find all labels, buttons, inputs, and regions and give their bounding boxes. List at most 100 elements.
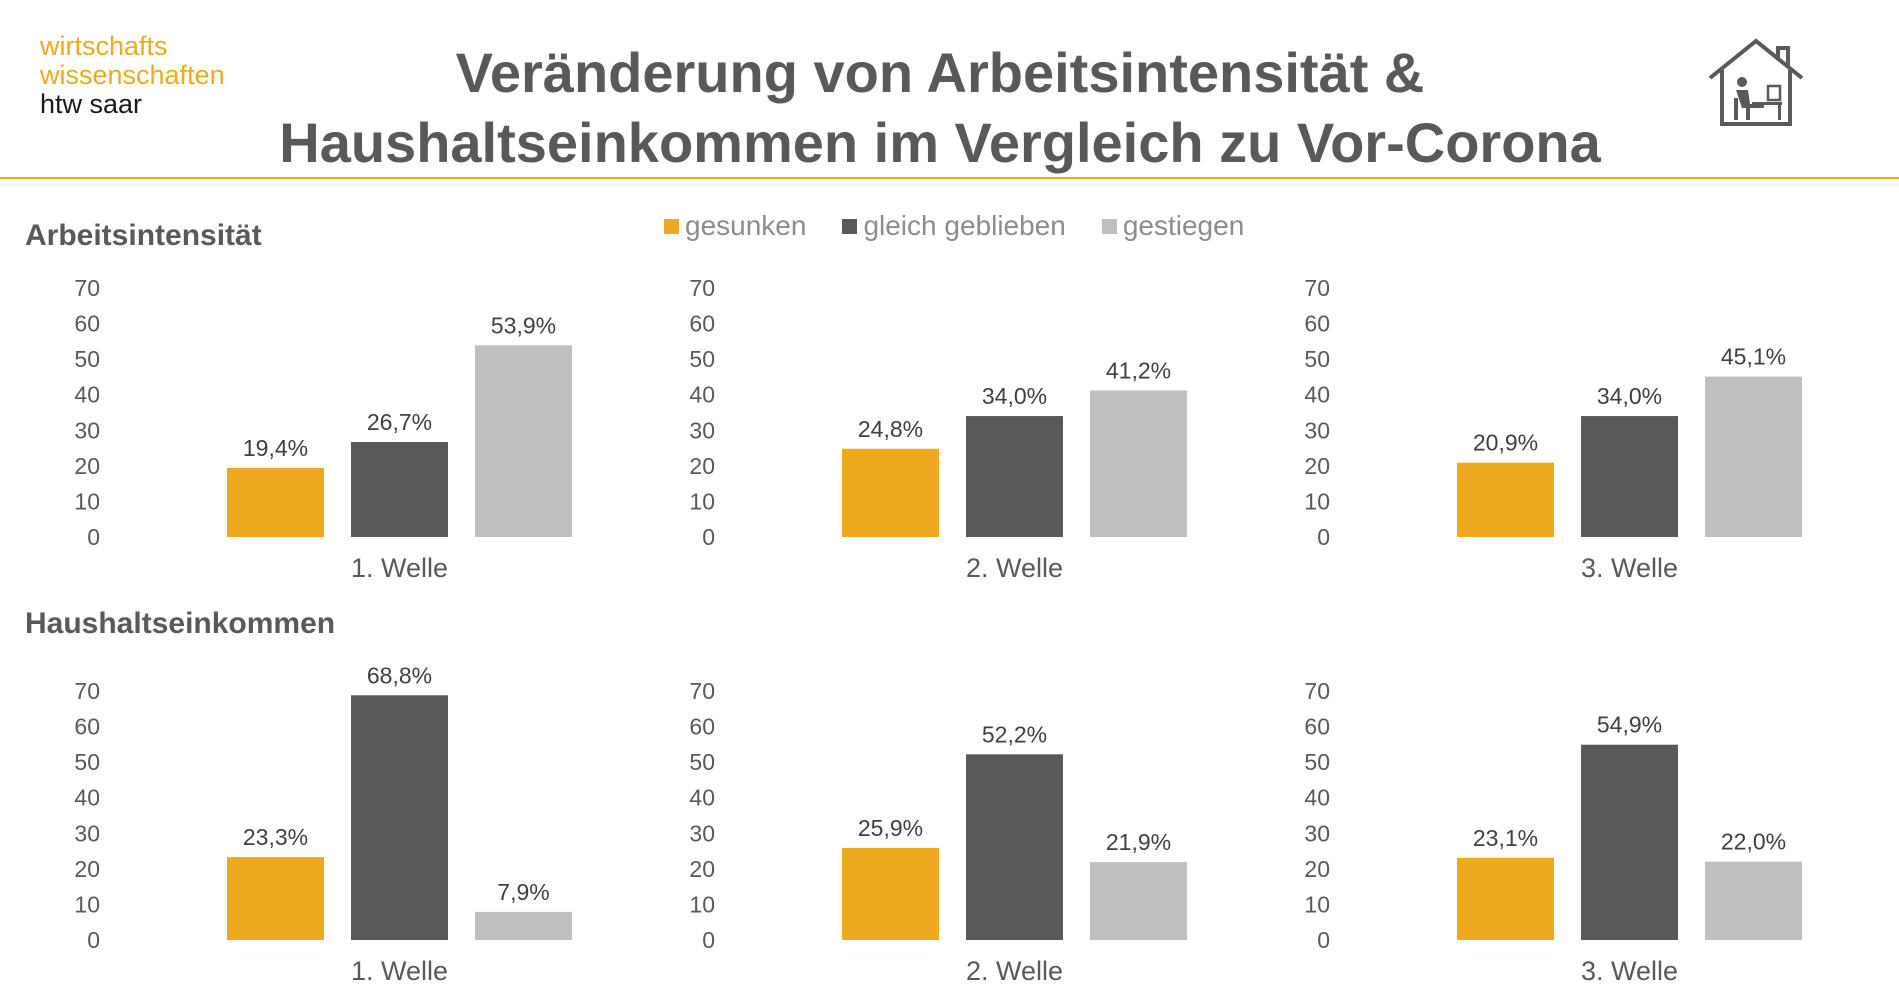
y-tick-label: 10 [1304,488,1330,514]
data-label: 34,0% [982,383,1047,409]
y-tick-label: 50 [74,749,100,775]
y-tick-label: 30 [74,417,100,443]
data-label: 26,7% [367,409,432,435]
y-tick-label: 70 [1304,275,1330,301]
y-tick-label: 50 [1304,346,1330,372]
data-label: 54,9% [1597,712,1662,738]
y-tick-label: 20 [1304,453,1330,479]
y-tick-label: 20 [689,856,715,882]
chart-legend: gesunken gleich geblieben gestiegen [664,210,1244,242]
chart-arbeit-welle-1: 0 10 20 30 40 50 60 70 19,4% 26,7% 53,9% 1. Welle [74,275,572,583]
logo-line-2: wissenschaften [40,60,225,90]
y-tick-label: 40 [1304,382,1330,408]
legend-label-gleich-geblieben: gleich geblieben [863,210,1066,241]
y-tick-label: 20 [689,453,715,479]
data-label: 23,1% [1473,825,1538,851]
data-label: 20,9% [1473,430,1538,456]
title-line-1: Veränderung von Arbeitsintensität & [455,41,1425,104]
y-tick-label: 30 [74,820,100,846]
chart-einkommen-welle-2: 0 10 20 30 40 50 60 70 25,9% 52,2% 21,9% 2. Welle [689,678,1187,986]
bar-gestiegen [1090,862,1187,940]
x-category-label: 2. Welle [966,553,1063,583]
legend-label-gestiegen: gestiegen [1122,210,1245,241]
title-line-2: Haushaltseinkommen im Vergleich zu Vor-C… [279,111,1601,174]
section-label-haushaltseinkommen: Haushaltseinkommen [25,607,336,640]
logo-line-3: htw saar [40,89,143,119]
y-tick-label: 50 [689,346,715,372]
y-tick-label: 0 [702,927,715,953]
x-category-label: 3. Welle [1581,553,1678,583]
bar-gleich-geblieben [1581,744,1678,940]
home-office-icon [1708,38,1804,126]
y-tick-label: 50 [1304,749,1330,775]
y-tick-label: 50 [689,749,715,775]
data-label: 25,9% [858,815,923,841]
legend-swatch-gleich-geblieben [842,218,858,234]
legend-swatch-gesunken [664,218,679,234]
bar-gesunken [227,467,324,537]
y-tick-label: 70 [1304,678,1330,704]
y-tick-label: 20 [1304,856,1330,882]
bar-gestiegen [1090,390,1187,537]
y-tick-label: 30 [689,417,715,443]
x-category-label: 2. Welle [966,956,1063,986]
bar-gesunken [227,857,324,940]
y-tick-label: 10 [689,891,715,917]
data-label: 34,0% [1597,383,1662,409]
chart-einkommen-welle-1: 0 10 20 30 40 50 60 70 23,3% 68,8% 7,9% 1. Welle [74,662,572,986]
data-label: 21,9% [1106,829,1171,855]
y-tick-label: 60 [689,311,715,337]
y-tick-label: 50 [74,346,100,372]
y-tick-label: 60 [689,714,715,740]
htw-saar-logo: wirtschafts wissenschaften htw saar [40,32,225,119]
data-label: 24,8% [858,416,923,442]
y-tick-label: 10 [1304,891,1330,917]
y-tick-label: 20 [74,453,100,479]
bar-gestiegen [475,911,572,940]
y-tick-label: 10 [74,488,100,514]
legend-item-gestiegen: gestiegen [1101,210,1245,242]
data-label: 45,1% [1721,344,1786,370]
y-tick-label: 70 [689,275,715,301]
y-tick-label: 60 [74,311,100,337]
y-tick-label: 10 [689,488,715,514]
x-category-label: 1. Welle [351,553,448,583]
y-tick-label: 70 [74,678,100,704]
x-category-label: 3. Welle [1581,956,1678,986]
bar-gestiegen [1705,376,1802,537]
y-tick-label: 0 [1317,524,1330,550]
y-tick-label: 70 [689,678,715,704]
data-label: 7,9% [497,879,549,905]
bar-gestiegen [1705,861,1802,940]
y-tick-label: 60 [1304,311,1330,337]
bar-gestiegen [475,345,572,537]
section-label-arbeitsintensitaet: Arbeitsintensität [25,219,262,252]
page-title: Veränderung von Arbeitsintensität & Haus… [180,38,1700,178]
y-tick-label: 40 [689,382,715,408]
header-divider [0,177,1899,179]
data-label: 41,2% [1106,357,1171,383]
data-label: 22,0% [1721,829,1786,855]
chart-einkommen-welle-3: 0 10 20 30 40 50 60 70 23,1% 54,9% 22,0% 3. Welle [1304,678,1802,986]
bar-gleich-geblieben [1581,416,1678,537]
bar-gesunken [842,448,939,537]
y-tick-label: 60 [74,714,100,740]
y-tick-label: 20 [74,856,100,882]
data-label: 52,2% [982,721,1047,747]
bar-gesunken [842,847,939,940]
data-label: 53,9% [491,312,556,338]
legend-label-gesunken: gesunken [685,210,807,241]
legend-item-gesunken: gesunken [664,210,806,242]
data-label: 68,8% [367,662,432,688]
y-tick-label: 40 [1304,785,1330,811]
chart-arbeit-welle-3: 0 10 20 30 40 50 60 70 20,9% 34,0% 45,1% 3. Welle [1304,275,1802,583]
legend-item-gleich-geblieben: gleich geblieben [842,210,1066,242]
bar-gleich-geblieben [966,754,1063,940]
y-tick-label: 30 [1304,820,1330,846]
y-tick-label: 70 [74,275,100,301]
y-tick-label: 30 [689,820,715,846]
data-label: 19,4% [243,435,308,461]
bar-gesunken [1457,462,1554,537]
y-tick-label: 10 [74,891,100,917]
bar-gleich-geblieben [351,442,448,537]
